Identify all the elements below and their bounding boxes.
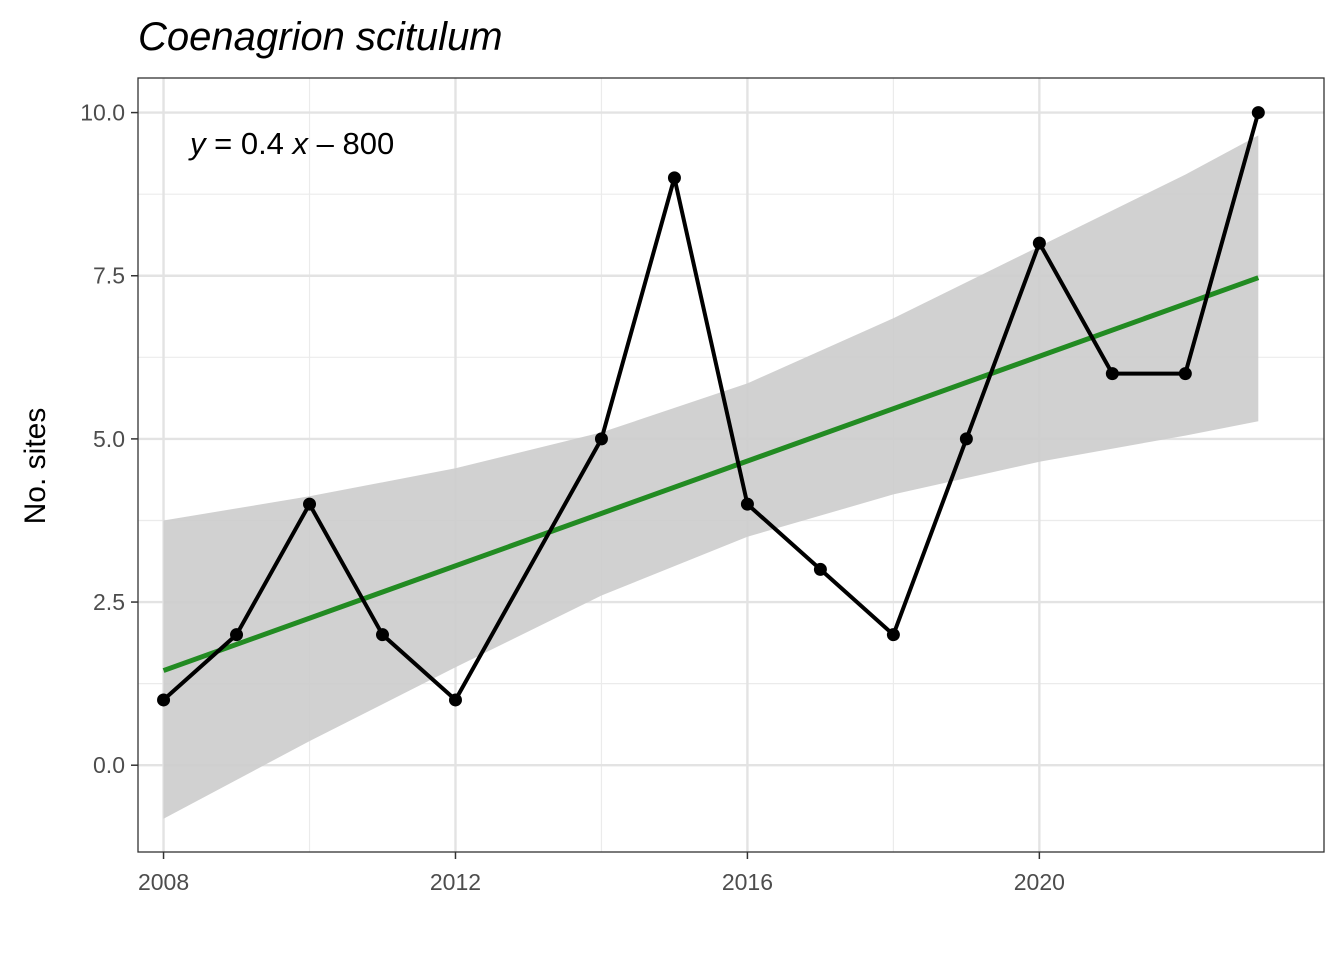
- data-point: [157, 693, 171, 707]
- equation-intercept: – 800: [308, 126, 394, 161]
- trend-equation: y = 0.4 x – 800: [188, 126, 394, 161]
- data-point: [886, 628, 900, 642]
- y-tick-label: 5.0: [93, 426, 125, 452]
- axes: 0.0 2.5 5.0 7.5 10.0 2008 2012 2016 2020: [80, 100, 1065, 895]
- confidence-band-area: [163, 135, 1259, 819]
- data-point: [813, 562, 827, 576]
- data-point: [594, 432, 608, 446]
- x-tick-label: 2020: [1014, 869, 1065, 895]
- equation-slope: = 0.4: [206, 126, 293, 161]
- data-point: [740, 497, 754, 511]
- y-axis-label: No. sites: [19, 408, 52, 525]
- trend-line: [162, 275, 1260, 673]
- panel-border: [137, 77, 1325, 853]
- x-tick-label: 2016: [722, 869, 773, 895]
- chart-title: Coenagrion scitulum: [138, 15, 503, 59]
- data-point: [667, 171, 681, 185]
- data-point: [303, 497, 317, 511]
- y-tick-label: 7.5: [93, 263, 125, 289]
- data-point: [230, 628, 244, 642]
- confidence-band: [163, 135, 1259, 819]
- series-group: [157, 106, 1265, 707]
- equation-x-symbol: x: [291, 126, 310, 161]
- y-tick-label: 10.0: [80, 100, 125, 126]
- x-tick-label: 2008: [138, 869, 189, 895]
- y-tick-label: 2.5: [93, 589, 125, 615]
- data-point: [1178, 367, 1192, 381]
- data-point: [1032, 236, 1046, 250]
- data-point: [1105, 367, 1119, 381]
- equation-y-symbol: y: [188, 126, 208, 161]
- data-point: [1251, 106, 1265, 120]
- x-tick-label: 2012: [430, 869, 481, 895]
- data-point: [375, 628, 389, 642]
- trend-line-group: [162, 275, 1260, 673]
- data-point: [448, 693, 462, 707]
- data-point: [959, 432, 973, 446]
- y-tick-label: 0.0: [93, 752, 125, 778]
